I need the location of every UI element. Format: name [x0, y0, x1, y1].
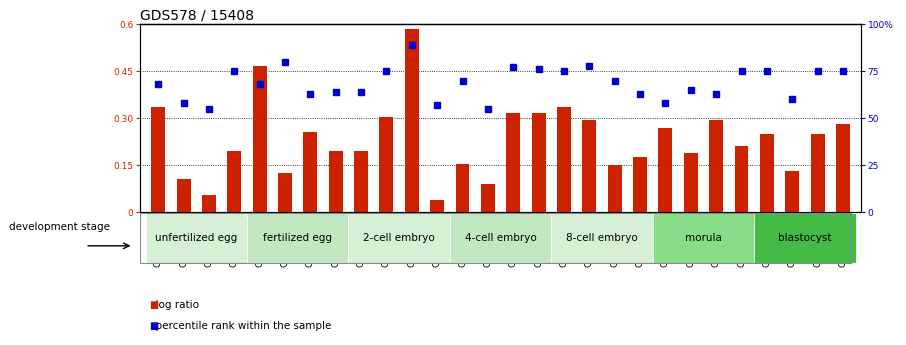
Bar — [836, 125, 850, 212]
Bar — [709, 120, 723, 212]
Bar — [151, 107, 165, 212]
Bar — [177, 179, 190, 212]
Bar — [227, 151, 241, 212]
Bar — [405, 29, 419, 212]
Bar — [652, 213, 754, 263]
Bar — [735, 146, 748, 212]
Bar — [532, 114, 545, 212]
Text: GDS578 / 15408: GDS578 / 15408 — [140, 9, 255, 23]
Bar — [506, 114, 520, 212]
Bar — [349, 213, 450, 263]
Text: fertilized egg: fertilized egg — [263, 233, 333, 243]
Text: 2-cell embryo: 2-cell embryo — [363, 233, 435, 243]
Bar — [430, 200, 444, 212]
Bar — [633, 157, 647, 212]
Bar — [583, 120, 596, 212]
Bar — [786, 171, 799, 212]
Text: 4-cell embryo: 4-cell embryo — [465, 233, 536, 243]
Text: blastocyst: blastocyst — [778, 233, 832, 243]
Bar — [202, 195, 216, 212]
Bar — [354, 151, 368, 212]
Bar — [557, 107, 571, 212]
Bar — [304, 132, 317, 212]
Bar — [329, 151, 342, 212]
Text: 8-cell embryo: 8-cell embryo — [566, 233, 638, 243]
Bar — [481, 184, 495, 212]
Bar — [253, 67, 266, 212]
Text: unfertilized egg: unfertilized egg — [155, 233, 237, 243]
Bar — [278, 173, 292, 212]
Bar — [380, 117, 393, 212]
Text: ■: ■ — [149, 321, 159, 331]
Text: ■: ■ — [149, 300, 159, 310]
Text: development stage: development stage — [9, 222, 110, 231]
Bar — [754, 213, 855, 263]
Bar — [760, 134, 774, 212]
Bar — [608, 165, 622, 212]
Bar — [450, 213, 551, 263]
Bar — [659, 128, 672, 212]
Text: morula: morula — [685, 233, 722, 243]
Bar — [684, 152, 698, 212]
Bar — [551, 213, 652, 263]
Bar — [247, 213, 349, 263]
Text: log ratio: log ratio — [149, 300, 199, 310]
Bar — [811, 134, 824, 212]
Bar — [456, 164, 469, 212]
Text: percentile rank within the sample: percentile rank within the sample — [149, 321, 332, 331]
Bar — [146, 213, 247, 263]
